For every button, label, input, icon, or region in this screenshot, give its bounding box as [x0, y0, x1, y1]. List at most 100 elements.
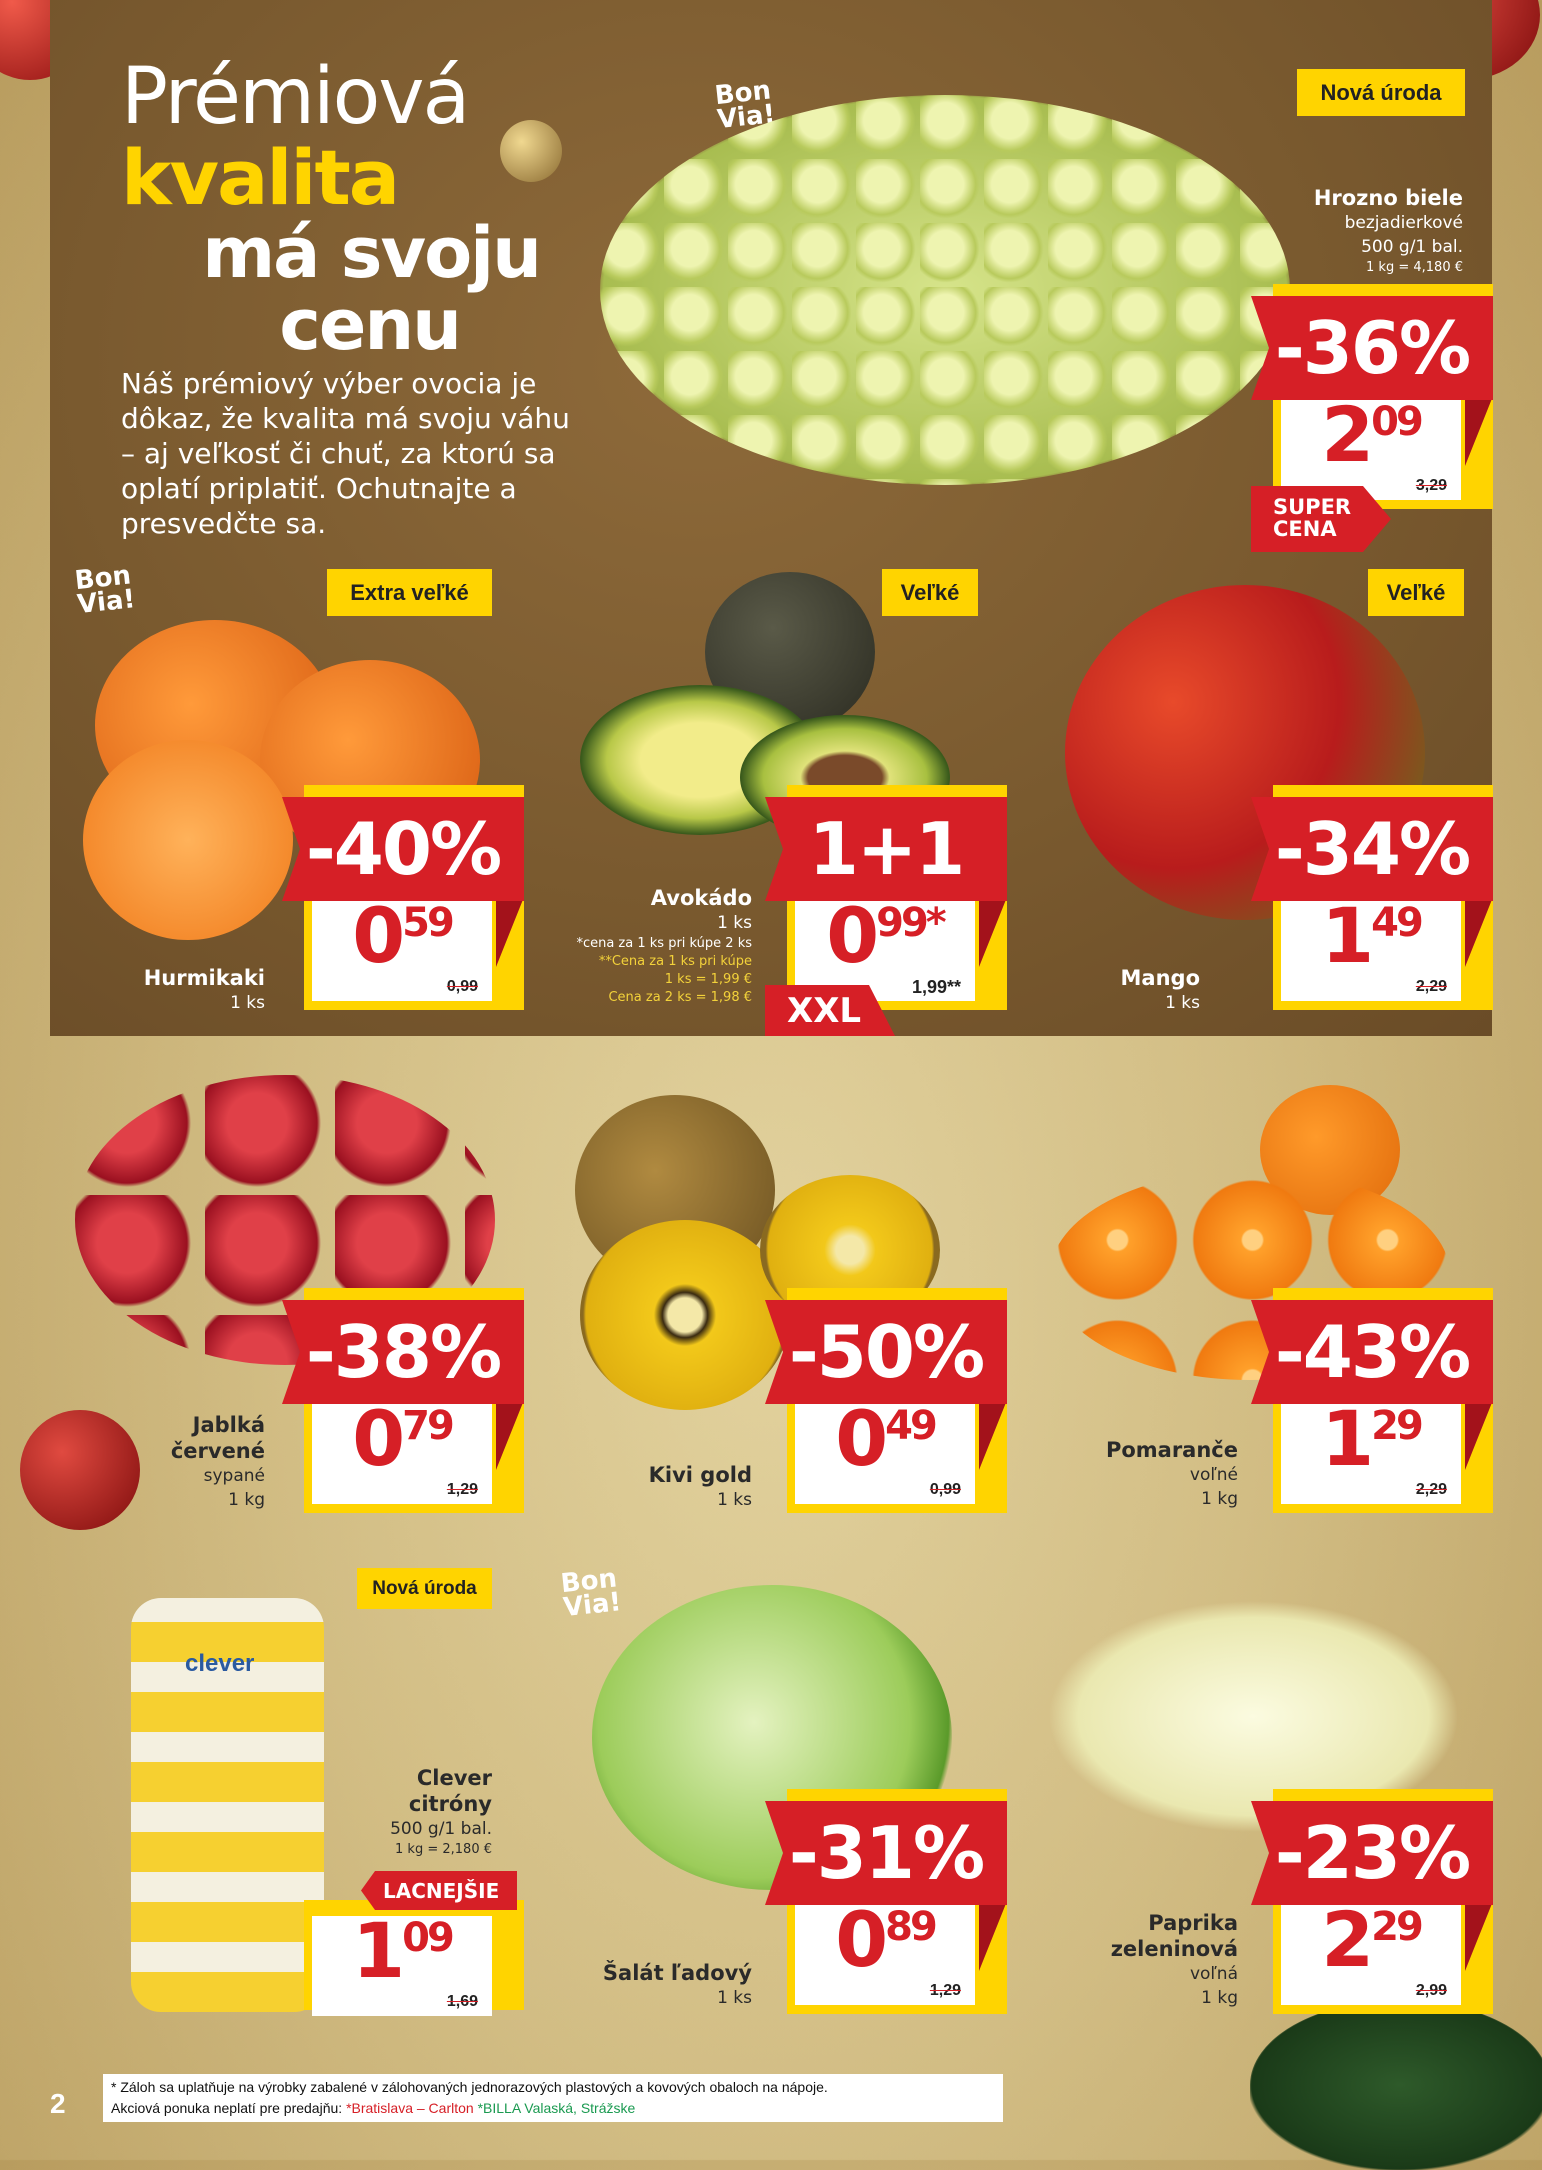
price-box: 079 1,29 — [312, 1401, 492, 1504]
single-price: 1,99** — [911, 977, 961, 997]
product-detail: 500 g/1 bal. — [390, 1819, 492, 1839]
product-detail: voľné — [1189, 1465, 1238, 1485]
product-detail: 1 ks — [717, 913, 752, 933]
product-label: Šalát ľadový 1 ks — [603, 1960, 752, 2010]
footer-note: * Záloh sa uplatňuje na výrobky zabalené… — [103, 2074, 1003, 2122]
price-cents: 29 — [1371, 1904, 1424, 1950]
current-price: 099* — [795, 898, 975, 974]
price-main: 0 — [835, 1895, 888, 1984]
product-detail: 1 ks — [230, 993, 265, 1013]
page-number: 2 — [50, 2088, 66, 2119]
price-box: 149 2,29 — [1281, 898, 1461, 1001]
discount-banner: -31% — [765, 1801, 1007, 1905]
current-price: 149 — [1281, 898, 1461, 974]
unit-price: 1 kg = 2,180 € — [395, 1842, 492, 1857]
price-box: 049 0,99 — [795, 1401, 975, 1504]
headline-line3: má svoju — [202, 212, 542, 294]
extra-label: XXL — [765, 985, 895, 1036]
old-price: 2,29 — [1415, 1481, 1447, 1498]
price-box: 229 2,99 — [1281, 1902, 1461, 2005]
extra-label: LACNEJŠIE — [361, 1871, 517, 1910]
price-cents: 49 — [1371, 900, 1424, 946]
product-label: Jablká červené sypané 1 kg — [171, 1412, 265, 1512]
extra-label: SUPER CENA — [1251, 486, 1391, 552]
unit-price: 1 kg = 4,180 € — [1366, 260, 1463, 275]
old-price: 1,29 — [929, 1982, 961, 1999]
current-price: 089 — [795, 1902, 975, 1978]
price-main: 0 — [352, 891, 405, 980]
product-label: Avokádo 1 ks *cena za 1 ks pri kúpe 2 ks **… — [576, 885, 752, 1007]
price-cents: 59 — [402, 900, 455, 946]
badge: Nová úroda — [1297, 69, 1465, 116]
badge: Extra veľké — [327, 569, 492, 616]
discount-banner: -38% — [282, 1300, 524, 1404]
ornament-left — [20, 1410, 140, 1530]
current-price: 229 — [1281, 1902, 1461, 1978]
product-detail: 1 ks — [717, 1988, 752, 2008]
product-detail: 1 ks — [1165, 993, 1200, 1013]
product-label: Kivi gold 1 ks — [649, 1462, 752, 1512]
product-label: Pomaranče voľné 1 kg — [1106, 1437, 1238, 1511]
bon-via-logo: Bon Via! — [559, 1563, 623, 1624]
price-cents: 09 — [402, 1915, 455, 1961]
product-label: Paprika zeleninová voľná 1 kg — [1111, 1910, 1238, 2010]
product-name: Šalát ľadový — [602, 1961, 752, 1985]
price-box: 109 1,69 — [312, 1913, 492, 2016]
product-detail: 1 ks — [717, 1490, 752, 1510]
discount-banner: -40% — [282, 797, 524, 901]
product-detail: voľná — [1189, 1964, 1238, 1984]
price-tag: -31% 089 1,29 — [765, 1789, 1007, 2016]
old-price: 2,99 — [1415, 1982, 1447, 1999]
current-price: 049 — [795, 1401, 975, 1477]
price-box: 089 1,29 — [795, 1902, 975, 2005]
current-price: 209 — [1281, 397, 1461, 473]
product-label: Mango 1 ks — [1121, 965, 1200, 1015]
badge: Nová úroda — [357, 1568, 492, 1609]
headline-line1: Prémiová — [121, 52, 470, 142]
product-name: Hrozno biele — [1313, 186, 1463, 210]
price-box: 099* 1,99** — [795, 898, 975, 1001]
price-main: 0 — [835, 1394, 888, 1483]
product-detail: 500 g/1 bal. — [1361, 237, 1463, 257]
gold-ornament — [500, 120, 562, 182]
kiwi-half-image — [580, 1220, 790, 1410]
price-note: Cena za 2 ks = 1,98 € — [608, 990, 752, 1005]
deposit-note: * Záloh sa uplatňuje na výrobky zabalené… — [111, 2079, 828, 2095]
price-box: 129 2,29 — [1281, 1401, 1461, 1504]
price-tag: 109 1,69 — [282, 1790, 524, 2016]
price-cents: 79 — [402, 1403, 455, 1449]
product-label: Clever citróny 500 g/1 bal. 1 kg = 2,180 € — [390, 1765, 492, 1859]
discount-banner: 1+1 — [765, 797, 1007, 901]
old-price: 0,99 — [446, 978, 478, 995]
price-tag: 1+1 099* 1,99** — [765, 785, 1007, 1012]
product-name: Clever — [416, 1766, 492, 1790]
current-price: 129 — [1281, 1401, 1461, 1477]
exclusion-prefix: Akciová ponuka neplatí pre predajňu: — [111, 2100, 343, 2116]
product-name: Mango — [1120, 966, 1200, 990]
lemons-bag-image — [131, 1598, 324, 2012]
headline-line4: cenu — [279, 284, 462, 366]
badge: Veľké — [1368, 569, 1464, 616]
product-detail: 1 kg — [1201, 1489, 1238, 1509]
price-tag: -23% 229 2,99 — [1251, 1789, 1493, 2016]
grapes-image — [600, 95, 1290, 485]
price-tag: -36% 209 3,29 — [1251, 284, 1493, 511]
current-price: 109 — [312, 1913, 492, 1989]
product-detail: 1 kg — [1201, 1988, 1238, 2008]
price-cents: 29 — [1371, 1403, 1424, 1449]
store-excluded: *Bratislava – Carlton — [346, 2100, 474, 2116]
persimmon-half-image — [83, 740, 293, 940]
old-price: 1,29 — [446, 1481, 478, 1498]
price-cents: 89 — [885, 1904, 938, 1950]
old-price: 3,29 — [1415, 477, 1447, 494]
product-name: červené — [170, 1439, 265, 1463]
discount-banner: -23% — [1251, 1801, 1493, 1905]
price-box: 209 3,29 — [1281, 397, 1461, 500]
product-name: Kivi gold — [648, 1463, 752, 1487]
price-cents: 49 — [885, 1403, 938, 1449]
price-main: 0 — [826, 891, 879, 980]
discount-banner: -36% — [1251, 296, 1493, 400]
price-tag: -50% 049 0,99 — [765, 1288, 1007, 1515]
product-name: Pomaranče — [1105, 1438, 1238, 1462]
product-label: Hrozno biele bezjadierkové 500 g/1 bal. 1 k… — [1314, 185, 1463, 277]
